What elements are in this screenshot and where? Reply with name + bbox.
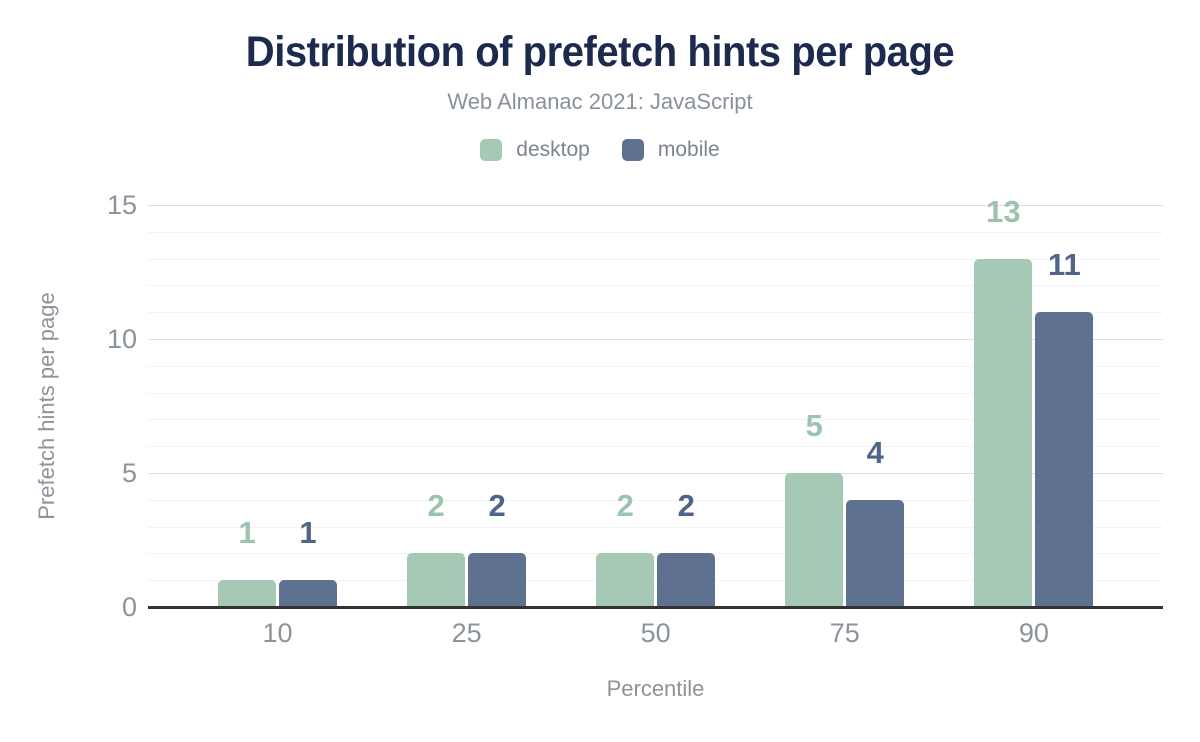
y-tick-label: 15 (106, 190, 137, 220)
gridline-major (148, 473, 1163, 474)
gridline-minor (148, 258, 1163, 260)
x-axis-line (148, 606, 1163, 609)
x-tick-label-p90: 90 (1018, 618, 1049, 648)
x-tick-label-p50: 50 (640, 618, 671, 648)
legend-swatch-desktop (480, 139, 503, 161)
legend-label-mobile: mobile (657, 138, 720, 161)
chart-subtitle: Web Almanac 2021: JavaScript (447, 89, 753, 114)
bar-mobile-p90 (1035, 312, 1094, 607)
y-axis-title: Prefetch hints per page (34, 292, 59, 520)
legend-label-desktop: desktop (516, 138, 590, 161)
legend-item-mobile: mobile (621, 138, 720, 162)
legend-swatch-mobile (621, 139, 644, 161)
bar-value-label-desktop-p90: 13 (986, 193, 1021, 229)
bar-desktop-p90 (974, 258, 1033, 607)
bar-value-label-mobile-p10: 1 (299, 515, 317, 551)
bar-value-label-mobile-p90: 11 (1048, 247, 1081, 283)
bar-mobile-p75 (846, 499, 905, 607)
bar-desktop-p10 (218, 580, 276, 607)
gridline-major (148, 339, 1163, 340)
x-axis-title: Percentile (606, 676, 705, 701)
bar-desktop-p50 (596, 553, 655, 607)
legend-item-desktop: desktop (480, 138, 590, 162)
y-tick-label: 5 (121, 458, 137, 488)
y-tick-label: 10 (106, 324, 137, 354)
gridline-minor (148, 580, 1163, 582)
bar-mobile-p50 (657, 553, 716, 607)
gridline-minor (148, 312, 1163, 314)
gridline-minor (148, 499, 1163, 501)
bar-mobile-p10 (279, 580, 337, 607)
bar-desktop-p75 (785, 473, 844, 607)
bar-desktop-p25 (407, 553, 466, 607)
gridline-minor (148, 446, 1163, 448)
gridline-minor (148, 365, 1163, 367)
gridline-minor (148, 231, 1163, 233)
gridline-minor (148, 285, 1163, 287)
bar-value-label-desktop-p50: 2 (616, 488, 634, 524)
x-tick-label-p25: 25 (451, 618, 482, 648)
bar-value-label-mobile-p25: 2 (488, 488, 506, 524)
bar-value-label-desktop-p10: 1 (238, 515, 256, 551)
bar-value-label-mobile-p50: 2 (677, 488, 695, 524)
y-tick-label: 0 (121, 592, 137, 622)
gridline-minor (148, 526, 1163, 528)
chart-title: Distribution of prefetch hints per page (245, 28, 955, 76)
x-tick-label-p75: 75 (829, 618, 860, 648)
gridline-minor (148, 392, 1163, 394)
bar-value-label-desktop-p25: 2 (427, 488, 445, 524)
gridline-major (148, 205, 1163, 206)
bar-mobile-p25 (468, 553, 527, 607)
legend: desktop mobile (0, 138, 1200, 162)
bar-value-label-mobile-p75: 4 (866, 434, 884, 470)
gridline-minor (148, 553, 1163, 555)
gridline-minor (148, 419, 1163, 421)
x-tick-label-p10: 10 (262, 618, 293, 648)
bar-value-label-desktop-p75: 5 (805, 408, 823, 443)
